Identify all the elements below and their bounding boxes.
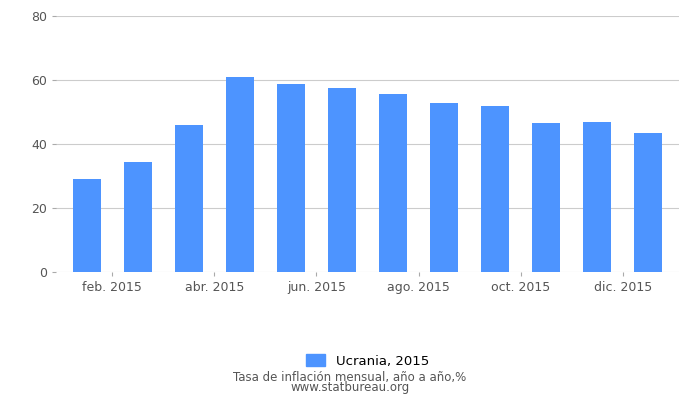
Bar [277,84,305,272]
Bar [634,134,662,272]
Bar [175,126,203,272]
Bar [124,162,152,272]
Bar [481,106,509,272]
Bar [583,122,611,272]
Bar [430,103,458,272]
Text: Tasa de inflación mensual, año a año,%: Tasa de inflación mensual, año a año,% [233,372,467,384]
Bar [73,179,101,272]
Text: www.statbureau.org: www.statbureau.org [290,381,410,394]
Bar [379,94,407,272]
Bar [226,77,254,272]
Bar [532,122,560,272]
Legend: Ucrania, 2015: Ucrania, 2015 [300,349,435,373]
Bar [328,88,356,272]
